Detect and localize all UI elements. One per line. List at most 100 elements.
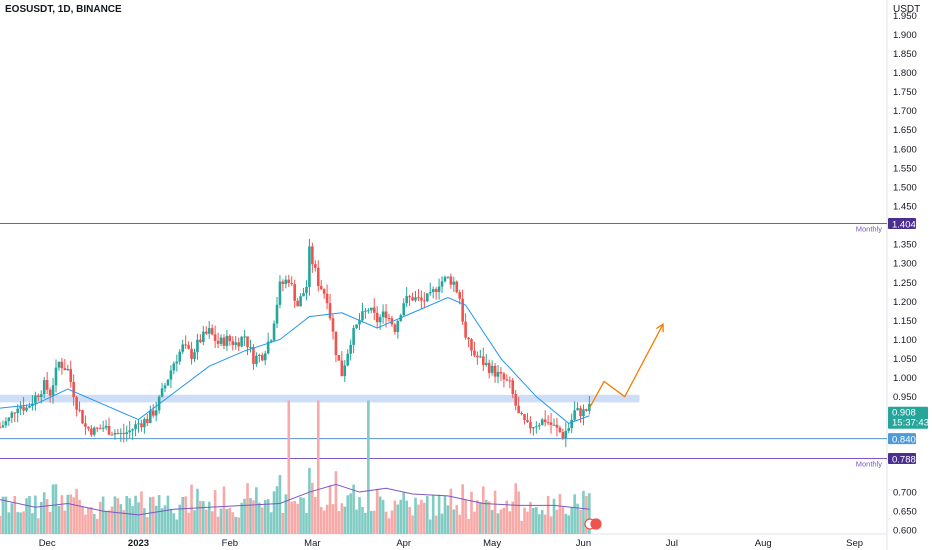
candle-body[interactable] [148, 410, 152, 424]
candle-body[interactable] [493, 365, 497, 377]
candle-body[interactable] [346, 353, 350, 366]
candle-body[interactable] [258, 354, 261, 356]
candle-body[interactable] [325, 293, 329, 304]
candle-body[interactable] [51, 385, 55, 396]
level-price-tag[interactable] [888, 218, 916, 230]
candle-body[interactable] [72, 381, 75, 398]
candle-body[interactable] [378, 317, 382, 323]
candle-body[interactable] [119, 432, 123, 434]
candle-body[interactable] [384, 311, 388, 318]
candle-body[interactable] [411, 297, 414, 301]
candle-body[interactable] [193, 352, 196, 359]
candle-body[interactable] [526, 420, 529, 423]
candle-body[interactable] [564, 430, 568, 438]
candle-body[interactable] [98, 428, 102, 430]
candle-body[interactable] [28, 406, 31, 408]
candle-body[interactable] [537, 425, 541, 427]
candle-body[interactable] [4, 421, 8, 426]
candle-body[interactable] [532, 427, 535, 429]
candle-body[interactable] [45, 380, 49, 390]
candle-body[interactable] [582, 409, 585, 417]
candle-body[interactable] [437, 286, 441, 292]
candle-body[interactable] [237, 342, 240, 347]
candle-body[interactable] [116, 432, 120, 434]
candle-body[interactable] [75, 397, 78, 410]
flag-icon[interactable] [590, 518, 602, 530]
candle-body[interactable] [428, 292, 432, 294]
candle-body[interactable] [476, 355, 479, 358]
candle-body[interactable] [228, 335, 232, 342]
candle-body[interactable] [175, 361, 179, 364]
candle-body[interactable] [110, 434, 114, 436]
candle-body[interactable] [160, 388, 164, 397]
candle-body[interactable] [95, 427, 99, 429]
candle-body[interactable] [287, 279, 291, 283]
candle-body[interactable] [104, 425, 108, 428]
candle-body[interactable] [16, 408, 19, 414]
candle-body[interactable] [154, 410, 158, 416]
candle-body[interactable] [249, 346, 252, 348]
candle-body[interactable] [473, 350, 476, 356]
candle-body[interactable] [579, 408, 582, 417]
candle-body[interactable] [90, 428, 93, 435]
candle-body[interactable] [231, 341, 235, 345]
candle-body[interactable] [263, 353, 267, 361]
candle-body[interactable] [166, 379, 170, 386]
candle-body[interactable] [328, 303, 332, 319]
candle-body[interactable] [22, 406, 25, 411]
candle-body[interactable] [316, 267, 320, 287]
candle-body[interactable] [37, 395, 40, 398]
candle-body[interactable] [54, 367, 58, 386]
candle-body[interactable] [278, 281, 282, 305]
candle-body[interactable] [143, 419, 146, 428]
candle-body[interactable] [552, 424, 556, 426]
candle-body[interactable] [66, 369, 70, 371]
candle-body[interactable] [540, 419, 544, 426]
candle-body[interactable] [464, 321, 467, 338]
candle-body[interactable] [87, 426, 90, 429]
candle-body[interactable] [487, 362, 491, 373]
candle-body[interactable] [520, 413, 523, 415]
candle-body[interactable] [275, 304, 279, 324]
candle-body[interactable] [225, 335, 229, 346]
candle-body[interactable] [293, 284, 296, 301]
candle-body[interactable] [178, 351, 182, 362]
candle-body[interactable] [549, 422, 553, 425]
candle-body[interactable] [381, 311, 385, 318]
candle-body[interactable] [367, 310, 370, 312]
candle-body[interactable] [352, 327, 355, 345]
candle-body[interactable] [529, 422, 532, 429]
candle-body[interactable] [42, 380, 46, 395]
candle-body[interactable] [284, 279, 288, 284]
candle-body[interactable] [260, 354, 264, 361]
candle-body[interactable] [266, 341, 270, 354]
candle-body[interactable] [92, 427, 96, 435]
candle-body[interactable] [417, 297, 420, 299]
candle-body[interactable] [13, 412, 17, 414]
candle-body[interactable] [137, 423, 140, 425]
candle-body[interactable] [490, 365, 494, 373]
candle-body[interactable] [302, 293, 305, 297]
candle-body[interactable] [496, 371, 500, 377]
candle-body[interactable] [355, 324, 358, 328]
candle-body[interactable] [25, 407, 28, 411]
symbol-title[interactable]: EOSUSDT, 1D, BINANCE [5, 4, 122, 15]
candle-body[interactable] [252, 346, 255, 365]
current-price-tag[interactable] [888, 406, 928, 429]
support-zone[interactable] [0, 394, 640, 403]
candle-body[interactable] [505, 379, 509, 381]
candle-body[interactable] [101, 427, 105, 429]
candle-body[interactable] [199, 339, 202, 343]
candle-body[interactable] [561, 432, 565, 438]
candle-body[interactable] [408, 296, 411, 298]
candle-body[interactable] [555, 424, 559, 428]
candle-body[interactable] [535, 426, 538, 428]
candle-body[interactable] [196, 339, 199, 353]
candle-body[interactable] [7, 417, 11, 422]
candle-body[interactable] [402, 303, 406, 316]
candle-body[interactable] [405, 296, 408, 304]
candle-body[interactable] [343, 365, 347, 377]
candle-body[interactable] [107, 425, 111, 435]
candle-body[interactable] [423, 300, 426, 302]
candle-body[interactable] [458, 292, 462, 299]
